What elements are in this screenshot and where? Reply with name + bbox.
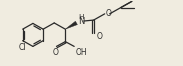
Text: Cl: Cl xyxy=(18,43,26,52)
Text: O: O xyxy=(97,32,102,41)
Text: O: O xyxy=(53,48,58,57)
Polygon shape xyxy=(65,21,77,29)
Text: H: H xyxy=(78,14,84,20)
Text: OH: OH xyxy=(75,48,87,57)
Text: O: O xyxy=(106,9,112,18)
Text: N: N xyxy=(78,16,85,26)
